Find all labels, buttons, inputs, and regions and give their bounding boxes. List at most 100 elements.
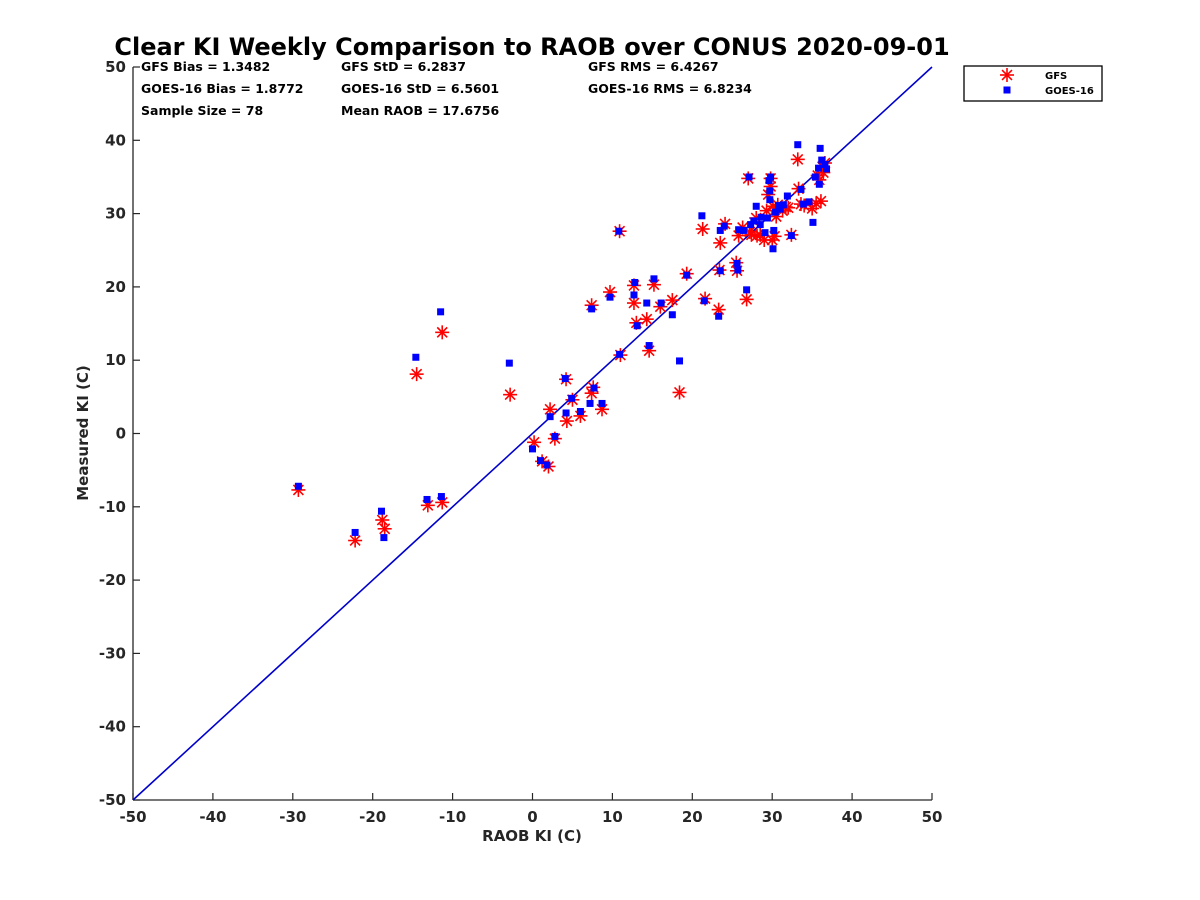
goes16-point — [576, 408, 584, 416]
goes16-point — [505, 359, 513, 367]
x-tick-label: 20 — [682, 808, 703, 826]
goes16-point — [720, 222, 728, 230]
goes16-point — [561, 375, 569, 383]
goes16-point — [588, 305, 596, 313]
goes16-point — [818, 156, 826, 164]
goes16-point — [543, 461, 551, 469]
y-tick-label: 40 — [105, 131, 126, 149]
goes16-point — [776, 205, 784, 213]
y-tick-label: -50 — [99, 791, 126, 809]
goes16-point — [668, 311, 676, 319]
goes16-point — [783, 192, 791, 200]
y-tick-label: -30 — [99, 644, 126, 662]
goes16-point — [294, 482, 302, 490]
stat-gfs-bias: GFS Bias = 1.3482 — [141, 59, 270, 74]
gfs-point — [781, 200, 796, 215]
goes16-point — [606, 293, 614, 301]
goes16-point — [657, 299, 665, 307]
goes16-point — [437, 308, 445, 316]
goes16-point — [633, 322, 641, 330]
goes16-point — [743, 286, 751, 294]
gfs-point — [672, 385, 687, 400]
goes16-point — [769, 245, 777, 253]
goes16-point — [799, 200, 807, 208]
gfs-point — [750, 228, 765, 243]
x-tick-label: 40 — [842, 808, 863, 826]
goes16-point — [750, 217, 758, 225]
stat-sample-size: Sample Size = 78 — [141, 103, 263, 118]
goes16-point — [562, 409, 570, 417]
gfs-point — [348, 533, 363, 548]
legend: GFS GOES-16 — [963, 65, 1103, 102]
y-tick-label: 20 — [105, 278, 126, 296]
x-tick-label: 50 — [922, 808, 943, 826]
goes16-point — [787, 232, 795, 240]
stat-goes-std: GOES-16 StD = 6.5601 — [341, 81, 499, 96]
gfs-point — [739, 292, 754, 307]
goes16-point — [590, 384, 598, 392]
x-tick-label: 10 — [602, 808, 623, 826]
gfs-point — [626, 296, 641, 311]
gfs-point — [813, 194, 828, 209]
goes16-point — [756, 221, 764, 229]
gfs-point — [665, 293, 680, 308]
legend-gfs-asterisk — [1000, 68, 1014, 82]
goes16-point — [676, 357, 684, 365]
goes16-point — [380, 534, 388, 542]
goes16-point — [683, 271, 691, 279]
goes16-point — [536, 457, 544, 465]
goes16-point — [766, 196, 774, 204]
goes16-point — [770, 226, 778, 234]
goes16-point — [733, 259, 741, 267]
goes16-point — [816, 144, 824, 152]
goes16-point — [650, 275, 658, 283]
goes16-point — [734, 266, 742, 274]
goes16-point — [752, 202, 760, 210]
gfs-point — [377, 521, 392, 536]
gfs-point — [435, 325, 450, 340]
x-ticks: -50 -40 -30 -20 -10 0 10 20 30 40 50 — [119, 793, 942, 826]
goes16-point — [698, 212, 706, 220]
x-tick-label: -30 — [279, 808, 306, 826]
gfs-point — [695, 221, 710, 236]
goes16-point — [771, 208, 779, 216]
gfs-point — [503, 387, 518, 402]
goes16-point — [568, 394, 576, 402]
goes16-point — [823, 165, 831, 173]
y-axis-label: Measured KI (C) — [74, 365, 92, 501]
y-tick-label: -40 — [99, 718, 126, 736]
goes16-point — [631, 279, 639, 287]
y-tick-label: 0 — [116, 425, 126, 443]
goes16-point — [809, 218, 817, 226]
goes16-point — [616, 350, 624, 358]
gfs-point — [375, 512, 390, 527]
x-tick-label: 30 — [762, 808, 783, 826]
goes16-point — [351, 528, 359, 536]
legend-box — [963, 65, 1103, 102]
gfs-point — [409, 367, 424, 382]
legend-goes-label: GOES-16 — [1045, 86, 1094, 97]
goes16-point — [763, 214, 771, 222]
y-ticks: 50 40 30 20 10 0 -10 -20 -30 -40 -50 — [99, 58, 140, 809]
y-tick-label: 30 — [105, 205, 126, 223]
goes16-point — [586, 399, 594, 407]
stat-gfs-rms: GFS RMS = 6.4267 — [588, 59, 719, 74]
gfs-point — [543, 402, 558, 417]
legend-gfs-label: GFS — [1045, 71, 1067, 82]
gfs-point — [713, 235, 728, 250]
goes16-point — [794, 141, 802, 149]
legend-gfs-marker — [1000, 68, 1014, 82]
stat-mean-raob: Mean RAOB = 17.6756 — [341, 103, 499, 118]
goes16-point — [765, 177, 773, 185]
goes16-point — [757, 213, 765, 221]
data-points — [291, 141, 832, 548]
x-tick-label: -10 — [439, 808, 466, 826]
x-tick-label: 0 — [527, 808, 537, 826]
goes16-point — [551, 432, 559, 440]
goes16-point — [767, 173, 775, 181]
goes16-point — [775, 202, 783, 210]
goes16-point — [715, 312, 723, 320]
goes16-point — [761, 229, 769, 237]
stat-goes-rms: GOES-16 RMS = 6.8234 — [588, 81, 752, 96]
